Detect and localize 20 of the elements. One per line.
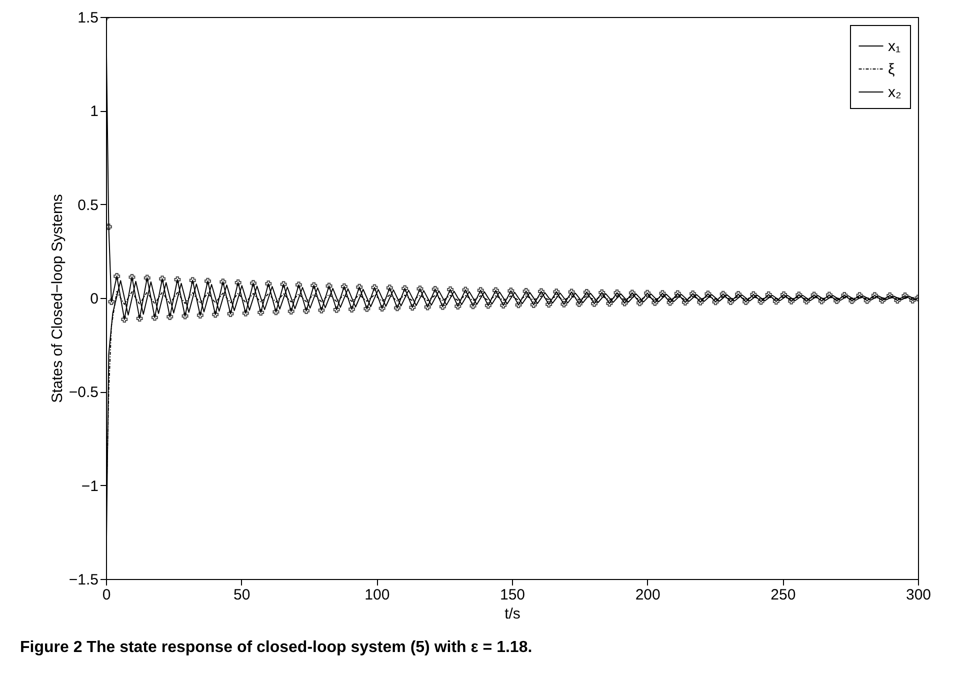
- y-tick-label: 1: [90, 103, 98, 120]
- y-tick-label: −1: [81, 478, 98, 495]
- x-tick-label: 250: [770, 586, 796, 604]
- x-tick-label: 150: [500, 586, 526, 604]
- x-tick-label: 0: [102, 586, 111, 604]
- y-tick-label: 1.5: [78, 10, 98, 26]
- x-tick-label: 50: [233, 586, 250, 604]
- y-tick-label: −0.5: [68, 384, 98, 402]
- y-tick-label: 0: [90, 290, 98, 308]
- legend-label: ξ: [888, 61, 895, 78]
- x-tick-label: 300: [906, 586, 932, 604]
- x-tick-label: 200: [635, 586, 660, 604]
- x-axis-title: t/s: [504, 606, 520, 622]
- y-axis-title: States of Closed−loop Systems: [48, 194, 66, 403]
- y-tick-label: −1.5: [68, 572, 98, 588]
- y-tick-label: 0.5: [78, 196, 98, 214]
- text: Figure 2 The state response of closed-loop system (5) with ε = 1.18.: [20, 639, 532, 656]
- legend-label: x₁: [888, 38, 901, 55]
- legend-label: x₂: [888, 84, 902, 101]
- x-tick-label: 100: [364, 586, 390, 604]
